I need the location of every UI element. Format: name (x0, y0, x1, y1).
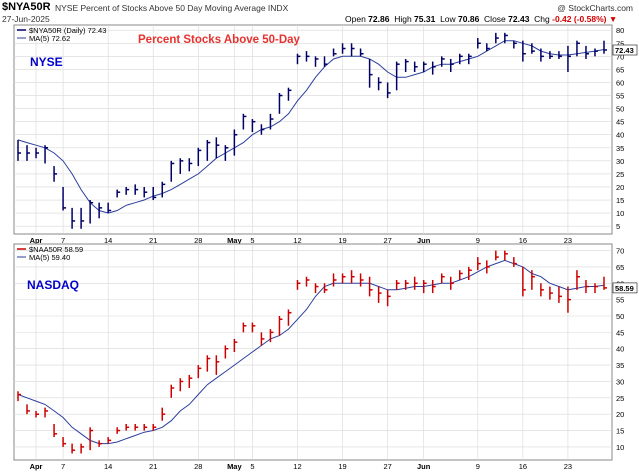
nyse-ytick-label: 35 (616, 144, 624, 153)
nyse-legend-ma: MA(5) 72.62 (29, 34, 70, 43)
high-label: High (394, 14, 412, 24)
nasdaq-ytick-label: 50 (616, 312, 624, 321)
nasdaq-ma-line (17, 259, 605, 445)
nyse-ytick-label: 45 (616, 118, 624, 127)
high-value: 75.31 (414, 14, 436, 24)
nyse-ytick-label: 30 (616, 157, 624, 166)
nyse-ytick-label: 70 (616, 52, 624, 61)
nasdaq-legend-ma: MA(5) 59.40 (29, 253, 70, 262)
close-value: 72.43 (508, 14, 530, 24)
open-label: Open (345, 14, 366, 24)
nyse-xtick-label: 12 (293, 236, 301, 245)
open-value: 72.86 (368, 14, 390, 24)
nyse-xtick-label: 16 (519, 236, 527, 245)
chart-description: NYSE Percent of Stocks Above 50 Day Movi… (55, 3, 289, 13)
nasdaq-xtick-label: 27 (383, 462, 391, 471)
nasdaq-ytick-label: 25 (616, 394, 624, 403)
nasdaq-xtick-label: Apr (30, 462, 43, 471)
nasdaq-ytick-label: 55 (616, 296, 624, 305)
nyse-ytick-label: 60 (616, 78, 624, 87)
nasdaq-xtick-label: 12 (293, 462, 301, 471)
nyse-ytick-label: 5 (616, 222, 620, 231)
nyse-ytick-label: 50 (616, 105, 624, 114)
nasdaq-xtick-label: 28 (194, 462, 202, 471)
nasdaq-ytick-label: 70 (616, 247, 624, 256)
nyse-last-value-box (612, 44, 638, 56)
nasdaq-panel-frame (13, 243, 613, 461)
nasdaq-ytick-label: 45 (616, 328, 624, 337)
chart-symbol: $NYA50R (2, 1, 51, 13)
chg-label: Chg (534, 14, 550, 24)
nyse-xtick-label: Apr (30, 236, 43, 245)
nyse-xtick-label: 23 (564, 236, 572, 245)
low-value: 70.86 (458, 14, 480, 24)
chg-value: -0.42 (-0.58%) (552, 14, 607, 24)
chart-date: 27-Jun-2025 (2, 14, 50, 24)
nyse-xtick-label: 5 (250, 236, 254, 245)
nyse-annotation: Percent Stocks Above 50-Day (138, 34, 301, 46)
down-arrow-icon: ▼ (608, 14, 618, 24)
copyright-label: @ StockCharts.com (557, 3, 633, 13)
nyse-xtick-label: 21 (149, 236, 157, 245)
nasdaq-ytick-label: 30 (616, 377, 624, 386)
nyse-xtick-label: 27 (383, 236, 391, 245)
nyse-ytick-label: 10 (616, 209, 624, 218)
nyse-last-value-label: 72.43 (615, 46, 634, 55)
nyse-panel-frame (13, 24, 613, 235)
nyse-ytick-label: 65 (616, 65, 624, 74)
nasdaq-panel-label: NASDAQ (27, 278, 79, 292)
nyse-ytick-label: 25 (616, 170, 624, 179)
nyse-xtick-label: 19 (338, 236, 346, 245)
nasdaq-legend-price: $NAA50R 58.59 (29, 245, 83, 254)
nasdaq-xtick-label: 19 (338, 462, 346, 471)
nyse-xtick-label: 9 (476, 236, 480, 245)
nasdaq-ytick-label: 20 (616, 410, 624, 419)
nasdaq-ytick-label: 10 (616, 443, 624, 452)
nasdaq-xtick-label: 16 (519, 462, 527, 471)
nyse-panel-label: NYSE (30, 55, 63, 69)
nasdaq-ytick-label: 15 (616, 427, 624, 436)
nyse-ytick-label: 20 (616, 183, 624, 192)
ohlc-readout: Open 72.86 High 75.31 Low 70.86 Close 72… (345, 14, 617, 24)
nyse-legend-price: $NYA50R (Daily) 72.43 (29, 26, 106, 35)
nasdaq-xtick-label: 7 (61, 462, 65, 471)
low-label: Low (440, 14, 456, 24)
nasdaq-ytick-label: 35 (616, 361, 624, 370)
nasdaq-ytick-label: 65 (616, 263, 624, 272)
nasdaq-xtick-label: 23 (564, 462, 572, 471)
nyse-xtick-label: May (227, 236, 242, 245)
close-label: Close (484, 14, 506, 24)
nyse-xtick-label: 14 (104, 236, 112, 245)
nyse-xtick-label: Jun (417, 236, 431, 245)
nasdaq-xtick-label: 5 (250, 462, 254, 471)
nasdaq-last-value-box (612, 282, 638, 294)
nyse-ytick-label: 40 (616, 131, 624, 140)
nasdaq-xtick-label: 21 (149, 462, 157, 471)
nyse-xtick-label: 28 (194, 236, 202, 245)
nyse-ytick-label: 80 (616, 26, 624, 35)
nyse-ytick-label: 75 (616, 39, 624, 48)
nyse-xtick-label: 7 (61, 236, 65, 245)
nasdaq-xtick-label: May (227, 462, 242, 471)
nasdaq-ytick-label: 40 (616, 345, 624, 354)
nyse-ytick-label: 15 (616, 196, 624, 205)
nyse-ma-line (17, 40, 605, 214)
nasdaq-xtick-label: 14 (104, 462, 112, 471)
nasdaq-xtick-label: 9 (476, 462, 480, 471)
nasdaq-xtick-label: Jun (417, 462, 431, 471)
nyse-ytick-label: 55 (616, 92, 624, 101)
nasdaq-last-value-label: 58.59 (615, 284, 634, 293)
